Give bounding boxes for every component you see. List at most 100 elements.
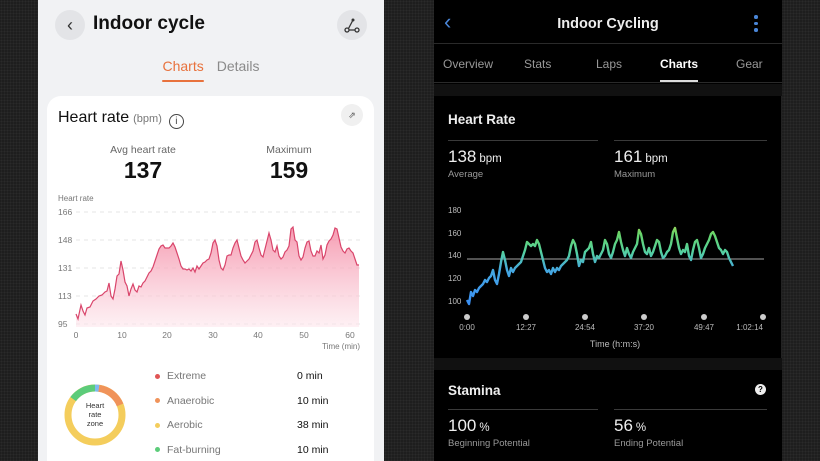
svg-text:148: 148	[58, 235, 72, 245]
svg-text:180: 180	[448, 206, 462, 215]
anaerobic-dot-icon	[155, 398, 160, 404]
zone-label: Anaerobic	[167, 394, 215, 407]
zone-value: 38 min	[297, 419, 329, 432]
tab-charts[interactable]: Charts	[162, 58, 204, 82]
svg-text:1:02:14: 1:02:14	[736, 323, 763, 332]
page-title: Indoor cycle	[93, 13, 205, 34]
svg-text:131: 131	[58, 263, 72, 273]
heart-rate-area	[76, 227, 359, 327]
svg-text:95: 95	[58, 319, 68, 329]
beginning-potential-stat: 100% Beginning Potential	[448, 409, 598, 449]
stat-label: Maximum	[614, 169, 656, 180]
svg-text:0: 0	[74, 330, 79, 340]
divider	[448, 409, 598, 410]
card-title: Heart rate (bpm) i	[58, 109, 184, 129]
right-tabs: Overview Stats Laps Charts Gear	[434, 45, 782, 83]
info-icon[interactable]: i	[168, 114, 184, 129]
svg-text:10: 10	[117, 330, 127, 340]
avg-heart-rate-stat: Avg heart rate 137	[93, 144, 193, 184]
svg-text:20: 20	[162, 330, 172, 340]
left-app-screen: ‹ Indoor cycle Charts Details Heart rate…	[38, 0, 384, 461]
svg-text:Heart: Heart	[86, 401, 105, 410]
tab-laps[interactable]: Laps	[596, 57, 623, 71]
average-hr-stat: 138 bpm Average	[448, 140, 598, 180]
zone-value: 0 min	[297, 370, 323, 383]
x-axis-title: Time (h:m:s)	[590, 339, 640, 349]
page-title: Indoor Cycling	[557, 16, 659, 32]
divider	[614, 409, 767, 410]
stat-label: Beginning Potential	[448, 438, 530, 449]
stat-value: 159	[269, 157, 309, 183]
expand-button[interactable]: ⇗	[341, 104, 363, 126]
stat-value: 138 bpm	[448, 147, 502, 166]
tab-charts[interactable]: Charts	[660, 57, 699, 82]
fat-burning-dot-icon	[155, 447, 160, 453]
tab-details[interactable]: Details	[216, 58, 260, 74]
left-tabs: Charts Details	[38, 58, 384, 84]
zone-fat-burning: Fat-burning 10 min	[155, 438, 355, 461]
max-heart-rate-stat: Maximum 159	[239, 144, 339, 184]
divider	[448, 140, 598, 141]
zone-legend: Extreme 0 min Anaerobic 10 min Aerobic 3…	[155, 364, 355, 461]
stat-value: 100%	[448, 416, 490, 435]
chart-edge	[781, 96, 782, 358]
svg-text:24:54: 24:54	[575, 323, 596, 332]
card-title-text: Heart rate	[58, 109, 130, 126]
stat-label: Avg heart rate	[110, 144, 176, 156]
svg-text:160: 160	[448, 229, 462, 238]
stat-value: 137	[123, 157, 163, 183]
route-button[interactable]	[337, 10, 367, 40]
svg-text:0:00: 0:00	[459, 323, 475, 332]
card-unit: (bpm)	[133, 113, 162, 125]
svg-text:120: 120	[448, 274, 462, 283]
stat-label: Ending Potential	[614, 438, 684, 449]
section-divider	[434, 358, 782, 370]
right-header: ‹ Indoor Cycling	[434, 0, 782, 44]
svg-text:113: 113	[58, 291, 72, 301]
aerobic-dot-icon	[155, 422, 160, 428]
heart-rate-zone-donut: Heart rate zone	[64, 384, 126, 446]
help-icon[interactable]: ?	[755, 384, 766, 395]
svg-text:49:47: 49:47	[694, 323, 715, 332]
tab-stats[interactable]: Stats	[524, 57, 552, 71]
svg-text:zone: zone	[87, 419, 103, 428]
heart-rate-card: Heart rate (bpm) i ⇗ Avg heart rate 137 …	[47, 96, 374, 461]
stamina-title: Stamina	[448, 383, 501, 398]
svg-text:140: 140	[448, 251, 462, 260]
chevron-left-icon: ‹	[444, 9, 452, 34]
heart-rate-title: Heart Rate	[448, 112, 516, 127]
tab-overview[interactable]: Overview	[443, 57, 494, 71]
x-axis-title: Time (min)	[322, 342, 360, 351]
svg-text:40: 40	[253, 330, 263, 340]
zone-label: Aerobic	[167, 419, 203, 432]
svg-text:166: 166	[58, 207, 72, 217]
divider	[614, 140, 767, 141]
zone-value: 10 min	[297, 394, 329, 407]
chevron-left-icon: ‹	[67, 14, 73, 35]
expand-icon: ⇗	[348, 109, 356, 120]
heart-rate-trace	[465, 226, 735, 306]
y-ticks: 180 160 140 120 100	[448, 206, 462, 306]
left-header: ‹ Indoor cycle	[38, 0, 384, 50]
back-button[interactable]: ‹	[444, 10, 451, 34]
zone-label: Fat-burning	[167, 443, 221, 456]
stat-label: Average	[448, 169, 484, 180]
stat-value: 161 bpm	[614, 147, 668, 166]
y-ticks: 166 148 131 113 95	[58, 207, 72, 329]
heart-rate-area-chart: Heart rate 166 148 131 113 95 0 10 20	[58, 194, 360, 351]
zone-label: Extreme	[167, 370, 207, 383]
more-menu-button[interactable]	[754, 15, 760, 32]
stat-value: 56%	[614, 416, 647, 435]
svg-text:rate: rate	[89, 410, 102, 419]
svg-text:50: 50	[299, 330, 309, 340]
x-ticks: 0:00 12:27 24:54 37:20 49:47 1:02:14	[459, 323, 763, 332]
ending-potential-stat: 56% Ending Potential	[614, 409, 767, 449]
heart-rate-line-chart: 180 160 140 120 100 0:00 12:27 24:54 37:…	[448, 206, 766, 349]
right-app-screen: ‹ Indoor Cycling Overview Stats Laps Cha…	[434, 0, 782, 461]
back-button[interactable]: ‹	[55, 10, 85, 40]
svg-text:100: 100	[448, 297, 462, 306]
svg-text:37:20: 37:20	[634, 323, 655, 332]
extreme-dot-icon	[155, 373, 160, 379]
tab-gear[interactable]: Gear	[736, 57, 763, 71]
zone-extreme: Extreme 0 min	[155, 364, 355, 389]
